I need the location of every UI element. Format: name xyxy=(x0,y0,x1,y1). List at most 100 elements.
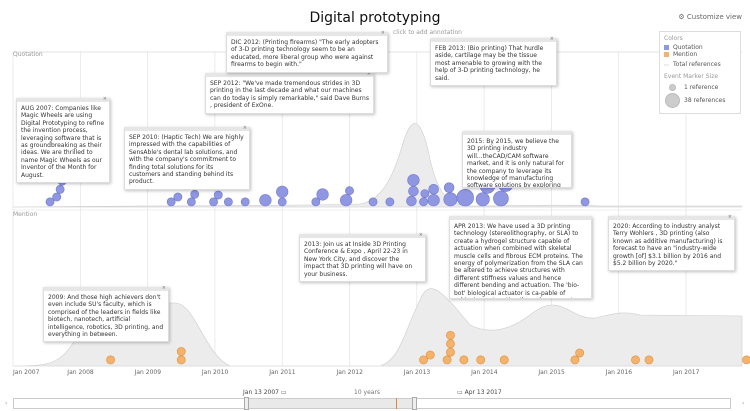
event-marker[interactable] xyxy=(385,197,395,207)
close-icon[interactable]: × xyxy=(102,96,107,102)
event-marker[interactable] xyxy=(476,355,486,365)
legend-label: Total references xyxy=(673,61,721,68)
event-marker[interactable] xyxy=(446,347,455,357)
navigator-selection[interactable] xyxy=(246,398,414,409)
span-label: 10 years xyxy=(354,389,381,396)
event-marker[interactable] xyxy=(190,189,200,199)
legend-item-quotation[interactable]: Quotation xyxy=(664,44,736,51)
customize-label: Customize view xyxy=(686,13,742,21)
add-annotation-hint[interactable]: click to add annotation xyxy=(393,29,462,36)
event-marker[interactable] xyxy=(446,331,455,340)
event-marker[interactable] xyxy=(176,347,186,356)
event-marker[interactable] xyxy=(420,189,430,199)
event-marker[interactable] xyxy=(570,355,580,365)
event-marker[interactable] xyxy=(427,194,440,207)
annotation[interactable]: × 2013: Join us at Inside 3D Printing Con… xyxy=(299,232,426,283)
event-marker[interactable] xyxy=(173,192,183,202)
close-icon[interactable]: × xyxy=(380,30,385,36)
event-marker[interactable] xyxy=(459,355,469,365)
close-icon[interactable]: × xyxy=(549,36,554,42)
close-icon[interactable]: × xyxy=(161,285,166,291)
end-date-label: Apr 13 2017 xyxy=(464,389,502,396)
event-marker[interactable] xyxy=(213,190,223,200)
customize-view-button[interactable]: ⚙ Customize view xyxy=(678,13,742,21)
event-marker[interactable] xyxy=(277,197,287,207)
annotation[interactable]: × FEB 2013: (Bio printing) That hurdle as… xyxy=(430,36,557,87)
annotation[interactable]: × SEP 2012: "We've made tremendous stride… xyxy=(205,71,374,114)
event-marker[interactable] xyxy=(311,197,321,207)
event-marker[interactable] xyxy=(408,185,419,197)
annotation[interactable]: × 2015: By 2015, we believe the 3D printi… xyxy=(462,131,572,188)
event-marker[interactable] xyxy=(631,355,640,365)
event-marker[interactable] xyxy=(428,184,439,195)
event-marker[interactable] xyxy=(240,197,250,207)
annotation-text: SEP 2010: (Haptic Tech) We are highly im… xyxy=(129,134,244,186)
event-marker[interactable] xyxy=(580,197,590,207)
event-marker[interactable] xyxy=(456,188,474,207)
mention-markers xyxy=(106,331,750,365)
event-marker[interactable] xyxy=(407,174,420,187)
band-label-quotation: Quotation xyxy=(13,51,43,58)
event-marker[interactable] xyxy=(186,197,196,207)
event-marker[interactable] xyxy=(419,197,428,207)
event-marker[interactable] xyxy=(443,192,458,207)
legend-label: Mention xyxy=(673,51,698,58)
close-icon[interactable]: × xyxy=(418,232,423,238)
scroll-right-arrow[interactable]: › xyxy=(742,400,745,407)
legend-label: 38 references xyxy=(684,96,726,104)
event-marker[interactable] xyxy=(223,197,233,207)
event-marker[interactable] xyxy=(406,195,417,207)
event-marker[interactable] xyxy=(52,192,62,202)
event-marker[interactable] xyxy=(575,348,585,358)
annotation[interactable]: × 2020: According to industry analyst Ter… xyxy=(608,214,735,272)
event-marker[interactable] xyxy=(499,355,509,365)
event-marker[interactable] xyxy=(345,186,354,196)
event-marker[interactable] xyxy=(106,355,115,365)
swatch-icon xyxy=(664,45,669,50)
annotation[interactable]: × DIC 2012: (Printing firearms) "The earl… xyxy=(226,30,388,73)
calendar-icon: ▭ xyxy=(457,389,463,396)
quotation-total-curve xyxy=(12,123,743,208)
legend-item-total[interactable]: Total references xyxy=(664,61,736,68)
event-marker[interactable] xyxy=(425,350,435,360)
event-marker[interactable] xyxy=(443,182,455,193)
page-title: Digital prototyping xyxy=(309,10,441,26)
annotation[interactable]: × 2009: And those high achievers don't ev… xyxy=(43,285,169,343)
close-icon[interactable]: × xyxy=(584,216,589,220)
annotation[interactable]: × AUG 2007: Companies like Magic Wheels a… xyxy=(16,96,110,184)
event-marker[interactable] xyxy=(446,339,455,349)
scroll-left-arrow[interactable]: ‹ xyxy=(5,400,8,407)
event-marker[interactable] xyxy=(475,192,490,207)
navigator-end-handle[interactable] xyxy=(412,397,417,410)
event-marker[interactable] xyxy=(419,355,428,365)
close-icon[interactable]: × xyxy=(727,214,732,220)
navigator-start-date[interactable]: Jan 13 2007 ▭ xyxy=(243,389,287,396)
navigator-span[interactable]: 10 years xyxy=(354,389,380,396)
event-marker[interactable] xyxy=(55,184,65,194)
navigator-end-date[interactable]: ▭ Apr 13 2017 xyxy=(457,389,502,396)
event-marker[interactable] xyxy=(209,197,218,207)
event-marker[interactable] xyxy=(316,188,329,201)
event-marker[interactable] xyxy=(276,185,289,198)
small-marker-icon xyxy=(669,83,676,91)
legend-colors-title: Colors xyxy=(664,35,683,42)
event-marker[interactable] xyxy=(176,355,186,365)
annotation-text: SEP 2012: "We've made tremendous strides… xyxy=(210,80,369,110)
annotation[interactable]: × SEP 2010: (Haptic Tech) We are highly i… xyxy=(124,125,250,190)
event-marker[interactable] xyxy=(644,355,654,365)
event-marker[interactable] xyxy=(340,194,353,207)
close-icon[interactable]: × xyxy=(242,125,247,131)
event-marker[interactable] xyxy=(442,355,452,365)
navigator-start-handle[interactable] xyxy=(244,397,249,410)
gear-icon: ⚙ xyxy=(678,13,685,21)
legend-item-mention[interactable]: Mention xyxy=(664,51,736,58)
event-marker[interactable] xyxy=(45,197,55,207)
annotation[interactable]: × APR 2013: We have used a 3D printing te… xyxy=(449,216,592,299)
event-marker[interactable] xyxy=(742,355,750,365)
close-icon[interactable]: × xyxy=(564,131,569,135)
close-icon[interactable]: × xyxy=(366,71,371,77)
event-marker[interactable] xyxy=(493,190,509,207)
event-marker[interactable] xyxy=(368,197,378,207)
event-marker[interactable] xyxy=(259,194,272,207)
event-marker[interactable] xyxy=(166,197,176,207)
